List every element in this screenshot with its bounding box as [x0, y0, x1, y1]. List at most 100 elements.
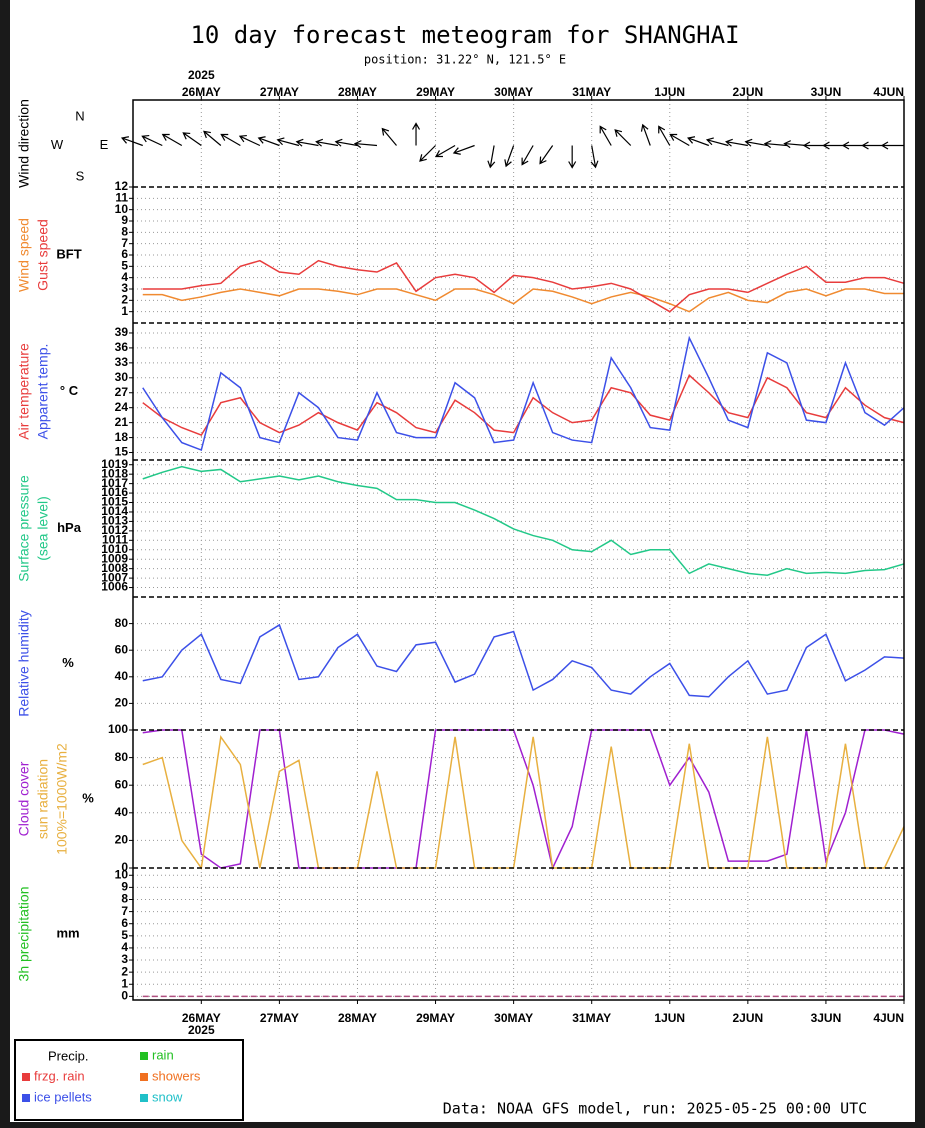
wind-arrow — [880, 141, 904, 150]
y-tick-label: 2 — [121, 293, 128, 307]
y-tick-label: 9 — [121, 880, 128, 894]
wind-arrow — [315, 138, 339, 147]
compass-label: N — [75, 108, 84, 123]
y-tick-label: 1008 — [101, 561, 128, 575]
axis-label: Wind speed — [16, 218, 32, 292]
y-tick-label: 11 — [115, 191, 128, 205]
wind-arrow — [412, 122, 421, 146]
series-line — [142, 288, 904, 313]
x-tick-label: 26MAY — [182, 1011, 221, 1025]
y-tick-label: 40 — [115, 669, 129, 683]
y-tick-label: 27 — [115, 385, 129, 399]
axis-label: 100%=1000W/m2 — [54, 743, 70, 855]
y-tick-label: 10 — [115, 202, 129, 216]
unit-label: mm — [56, 925, 79, 940]
series-line — [142, 374, 905, 437]
axis-label: sun radiation — [35, 759, 51, 839]
x-tick-label: 4JUN — [873, 85, 904, 99]
title: 10 day forecast meteogram for SHANGHAI — [190, 21, 739, 49]
x-tick-label: 1JUN — [654, 85, 685, 99]
y-tick-label: 20 — [115, 696, 129, 710]
y-tick-label: 10 — [115, 867, 129, 881]
series-line — [142, 623, 905, 698]
axis-label: Apparent temp. — [35, 344, 51, 440]
y-tick-label: 1 — [121, 976, 128, 990]
subtitle: position: 31.22° N, 121.5° E — [364, 53, 566, 67]
wind-arrow — [599, 125, 612, 146]
compass-label: W — [51, 137, 64, 152]
y-tick-label: 1011 — [102, 532, 128, 546]
wind-arrow — [257, 136, 280, 147]
wind-arrow — [381, 127, 397, 146]
year-label: 2025 — [188, 68, 215, 82]
y-tick-label: 1013 — [101, 514, 128, 528]
y-tick-label: 15 — [115, 445, 129, 459]
y-tick-label: 80 — [115, 750, 129, 764]
legend-label: frzg. rain — [34, 1068, 85, 1083]
legend-label: showers — [152, 1068, 201, 1083]
y-tick-label: 39 — [115, 325, 129, 339]
y-tick-label: 1007 — [101, 570, 128, 584]
wind-arrow — [783, 140, 807, 149]
y-tick-label: 3 — [121, 281, 128, 295]
x-tick-label: 26MAY — [182, 85, 221, 99]
y-tick-label: 21 — [115, 415, 129, 429]
wind-arrow — [658, 125, 671, 146]
y-tick-label: 36 — [115, 340, 129, 354]
x-tick-label: 31MAY — [572, 85, 611, 99]
y-tick-label: 18 — [115, 430, 129, 444]
axis-label: Gust speed — [35, 219, 51, 291]
y-tick-label: 1014 — [101, 504, 128, 518]
wind-arrow — [568, 145, 577, 169]
y-tick-label: 1 — [121, 304, 128, 318]
y-tick-label: 1010 — [101, 542, 128, 556]
y-tick-label: 6 — [121, 916, 128, 930]
x-tick-label: 4JUN — [873, 1011, 904, 1025]
axis-label: Cloud cover — [16, 761, 32, 836]
legend-swatch — [22, 1094, 30, 1102]
y-tick-label: 5 — [121, 259, 128, 273]
wind-arrow — [705, 137, 729, 147]
y-tick-label: 33 — [115, 355, 129, 369]
y-tick-label: 1018 — [101, 466, 128, 480]
wind-arrow — [334, 138, 358, 147]
legend-swatch — [140, 1094, 148, 1102]
y-tick-label: 40 — [115, 805, 129, 819]
wind-arrow — [182, 132, 202, 146]
legend-label: ice pellets — [34, 1089, 92, 1104]
y-tick-label: 9 — [121, 213, 128, 227]
y-tick-label: 0 — [121, 989, 128, 1003]
unit-label: % — [62, 655, 74, 670]
y-tick-label: 8 — [121, 225, 128, 239]
x-tick-label: 1JUN — [654, 1011, 685, 1025]
wind-arrow — [238, 134, 261, 147]
x-tick-label: 27MAY — [260, 1011, 299, 1025]
wind-arrow — [295, 138, 319, 147]
series-line — [142, 335, 905, 452]
wind-arrow — [687, 136, 710, 147]
x-tick-label: 29MAY — [416, 85, 455, 99]
y-tick-label: 60 — [115, 642, 129, 656]
x-tick-label: 30MAY — [494, 1011, 533, 1025]
footer: Data: NOAA GFS model, run: 2025-05-25 00… — [443, 1100, 867, 1118]
y-tick-label: 1012 — [101, 523, 128, 537]
axis-label: Air temperature — [16, 343, 32, 440]
y-tick-label: 24 — [115, 400, 129, 414]
legend-swatch — [140, 1052, 148, 1060]
x-tick-label: 3JUN — [811, 1011, 842, 1025]
wind-arrow — [539, 145, 554, 165]
y-tick-label: 1019 — [101, 457, 128, 471]
unit-label: % — [82, 790, 94, 805]
series-line — [142, 465, 905, 577]
y-tick-label: 0 — [121, 860, 128, 874]
x-tick-label: 2JUN — [733, 85, 764, 99]
axis-label: Relative humidity — [16, 610, 32, 717]
plot-frame — [132, 99, 905, 1001]
canvas — [10, 0, 915, 1122]
y-tick-label: 30 — [115, 370, 129, 384]
unit-label: ° C — [60, 383, 79, 398]
compass-label: S — [76, 168, 85, 183]
legend-swatch — [140, 1073, 148, 1081]
